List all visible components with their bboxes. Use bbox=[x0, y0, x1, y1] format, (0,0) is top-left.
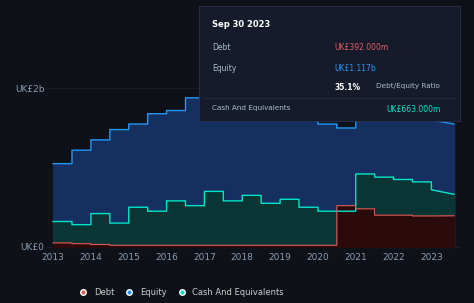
Text: 35.1%: 35.1% bbox=[335, 83, 361, 92]
Text: UK£663.000m: UK£663.000m bbox=[387, 105, 441, 114]
Text: Sep 30 2023: Sep 30 2023 bbox=[212, 20, 270, 29]
Legend: Debt, Equity, Cash And Equivalents: Debt, Equity, Cash And Equivalents bbox=[71, 285, 287, 301]
Text: Debt/Equity Ratio: Debt/Equity Ratio bbox=[376, 83, 440, 89]
Text: Debt: Debt bbox=[212, 43, 231, 52]
Text: UK£392.000m: UK£392.000m bbox=[335, 43, 389, 52]
Text: UK£1.117b: UK£1.117b bbox=[335, 64, 376, 73]
Text: Equity: Equity bbox=[212, 64, 237, 73]
Text: Cash And Equivalents: Cash And Equivalents bbox=[212, 105, 291, 111]
